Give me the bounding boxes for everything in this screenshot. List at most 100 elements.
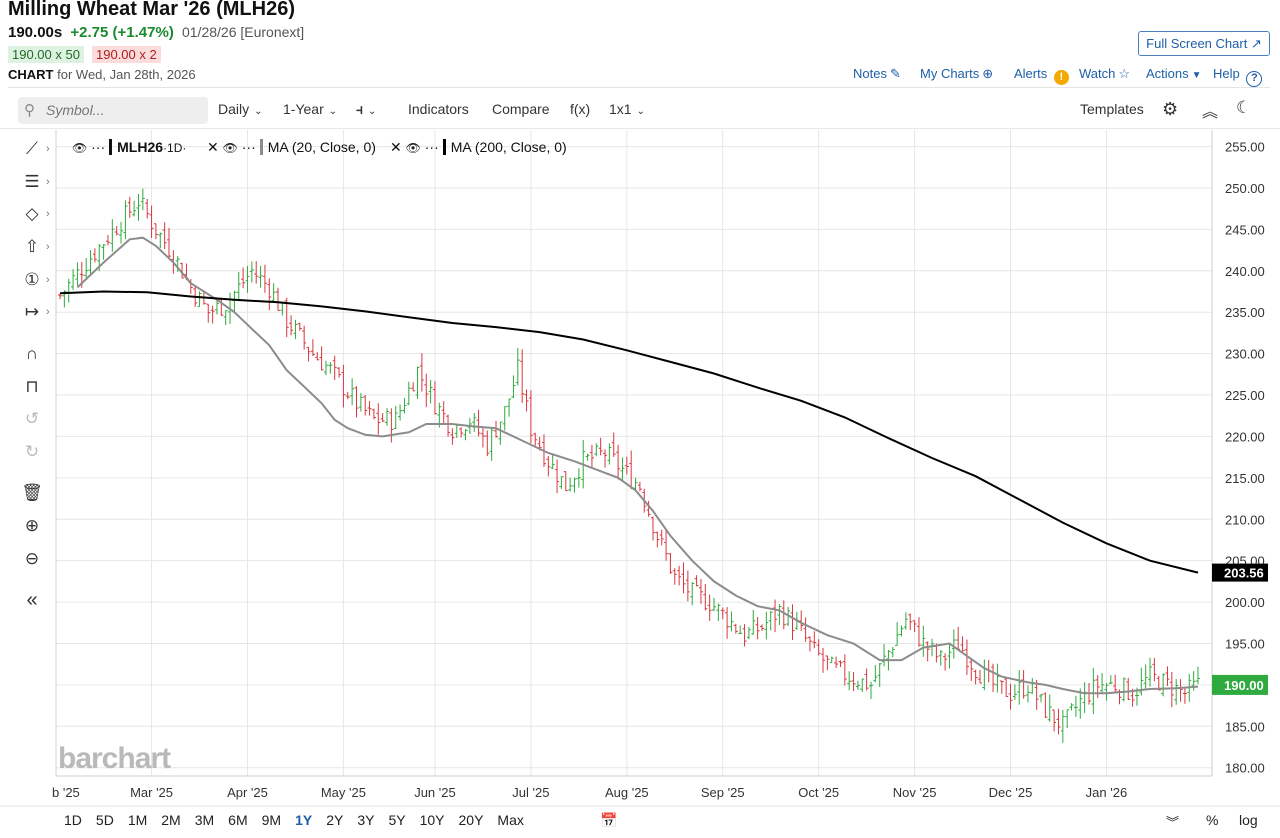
eye-icon[interactable]: 👁 [72,141,88,155]
trend-line-tool-icon[interactable]: ⟋ › [17,137,50,161]
ohlc-bar [851,671,856,692]
ohlc-bar [1148,657,1153,687]
y-tick-label: 195.00 [1225,636,1265,651]
range-1m[interactable]: 1M [127,812,148,828]
dark-mode-moon-icon[interactable]: ☾ [1236,98,1252,117]
help-link[interactable]: Help ? [1213,66,1263,87]
y-tick-label: 225.00 [1225,388,1265,403]
ohlc-bar [559,476,564,489]
ohlc-bar [75,262,80,286]
alert-icon: ! [1053,70,1069,85]
symbol-search[interactable]: ⚲ [18,97,208,124]
more-icon[interactable]: ··· [241,139,256,155]
layout-dropdown[interactable]: 1x1 ⌄ [609,101,645,117]
ohlc-bar [1047,694,1052,722]
ohlc-bar [895,622,900,646]
x-tick-label: Aug '25 [605,785,649,800]
close-icon[interactable]: ✕ [390,139,402,155]
range-3y[interactable]: 3Y [357,812,375,828]
range-10y[interactable]: 10Y [419,812,445,828]
ohlc-bar [799,610,804,632]
range-1y[interactable]: 1Y [295,812,313,828]
y-tick-label: 200.00 [1225,595,1265,610]
interval-dropdown[interactable]: Daily ⌄ [218,101,263,117]
full-screen-button[interactable]: Full Screen Chart ↗ [1138,31,1270,56]
x-tick-label: Apr '25 [227,785,268,800]
ohlc-bar [1121,677,1126,702]
annotation-tool-icon[interactable]: ① › [17,268,49,292]
shape-tool-icon[interactable]: ◇ › [17,202,49,226]
plus-circle-icon: ⊕ [982,66,994,81]
settings-gear-icon[interactable]: ⚙ [1162,99,1179,119]
notes-link[interactable]: Notes ✎ [853,66,901,82]
eye-icon[interactable]: 👁 [222,141,238,155]
ohlc-bar [1165,666,1170,686]
redo-icon[interactable]: ↻ [24,442,40,461]
more-icon[interactable]: ··· [91,139,106,155]
zoom-in-icon[interactable]: ⊕ [24,516,40,535]
ohlc-bar [411,382,416,392]
alerts-link[interactable]: Alerts ! [1014,66,1069,85]
zoom-out-icon[interactable]: ⊖ [24,549,40,568]
ohlc-bar [145,198,150,219]
more-icon[interactable]: ··· [424,139,439,155]
y-tick-label: 235.00 [1225,305,1265,320]
chevron-down-icon: ⌄ [368,106,377,117]
eye-icon[interactable]: 👁 [405,141,421,155]
measure-tool-icon[interactable]: ↦ › [17,300,50,324]
range-3m[interactable]: 3M [194,812,215,828]
chart-type-dropdown[interactable]: ⫞ ⌄ [356,101,376,118]
trash-icon[interactable]: 🗑 [21,483,43,502]
range-20y[interactable]: 20Y [458,812,484,828]
undo-icon[interactable]: ↺ [24,409,40,428]
percent-toggle[interactable]: % [1206,812,1219,828]
ohlc-bar [1008,683,1013,710]
external-arrow-icon: ↗ [1250,36,1262,51]
ohlc-bar [180,262,185,279]
ohlc-bar [585,453,590,461]
ohlc-bar [659,529,664,546]
quote-meta: 01/28/26 [Euronext] [181,24,305,40]
ohlc-bar [868,681,873,700]
function-button[interactable]: f(x) [570,101,591,117]
magnet-icon[interactable]: ∩ [25,344,39,363]
ohlc-bar [406,381,411,406]
ohlc-bar [446,414,451,437]
ohlc-bar [1060,709,1065,743]
ohlc-bar [476,409,481,437]
symbol-input[interactable] [44,100,199,120]
range-2m[interactable]: 2M [161,812,181,828]
collapse-icon[interactable]: ︽ [1202,104,1219,121]
close-icon[interactable]: ✕ [207,139,219,155]
actions-menu[interactable]: Actions ▼ [1146,66,1202,81]
range-5d[interactable]: 5D [95,812,114,828]
ohlc-bar [637,481,642,492]
fib-tool-icon[interactable]: ☰ › [17,170,49,194]
expand-down-icon[interactable]: ︾ [1166,815,1180,830]
watch-link[interactable]: Watch ☆ [1079,66,1130,82]
calendar-icon[interactable]: 📅 [600,812,618,828]
range-2y[interactable]: 2Y [326,812,344,828]
templates-button[interactable]: Templates [1080,101,1144,117]
indicators-button[interactable]: Indicators [408,101,469,117]
moving-average-lines [59,236,1199,695]
log-toggle[interactable]: log [1239,812,1258,828]
ma20-line [76,236,1199,695]
range-9m[interactable]: 9M [261,812,282,828]
ohlc-bar [92,248,97,263]
ohlc-bar [206,303,211,323]
period-dropdown[interactable]: 1-Year ⌄ [283,101,337,117]
range-1d[interactable]: 1D [64,812,82,828]
x-tick-label: Jan '26 [1086,785,1128,800]
collapse-sidebar-icon[interactable]: « [26,589,38,611]
range-max[interactable]: Max [497,812,524,828]
ohlc-bar [502,406,507,431]
my-charts-link[interactable]: My Charts ⊕ [920,66,993,82]
range-6m[interactable]: 6M [228,812,248,828]
ohlc-bar [167,227,172,260]
range-5y[interactable]: 5Y [388,812,406,828]
unlock-icon[interactable]: ⊓ [25,377,39,396]
compare-button[interactable]: Compare [492,101,550,117]
arrow-up-tool-icon[interactable]: ⇧ › [17,235,50,259]
